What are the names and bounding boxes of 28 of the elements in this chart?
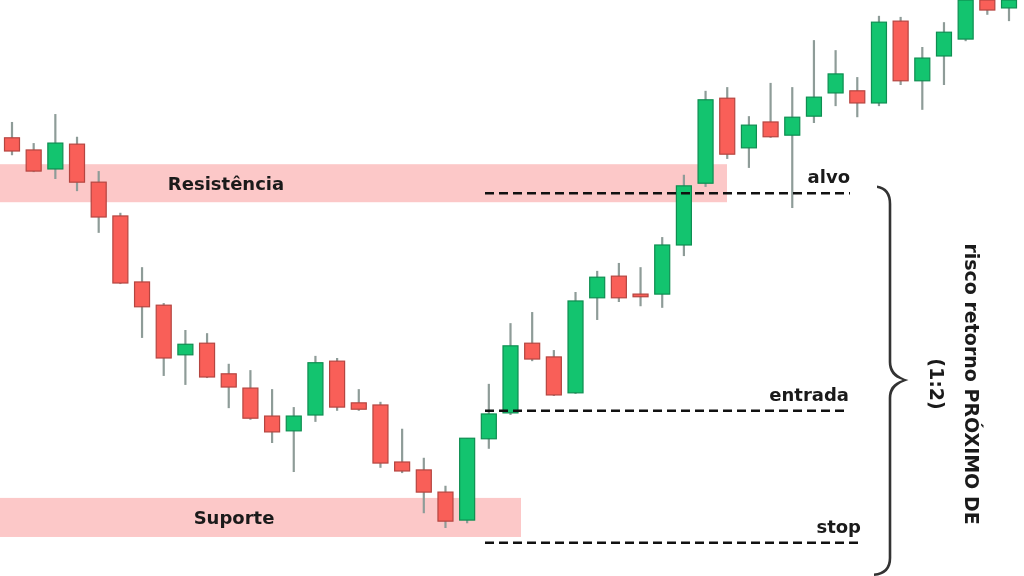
candlestick: [914, 45, 931, 111]
candlestick: [394, 427, 411, 475]
candlestick: [805, 39, 823, 125]
candlestick: [350, 388, 367, 412]
candlestick: [784, 86, 801, 210]
band-label: Suporte: [193, 506, 275, 528]
ref-line-label: alvo: [807, 166, 850, 188]
candlestick: [740, 115, 758, 169]
annotation: risco retorno PRÓXIMO DE (1:2): [926, 243, 985, 525]
candlestick: [589, 269, 606, 322]
candlestick: [263, 388, 281, 445]
candlestick: [177, 328, 194, 387]
candlestick: [3, 120, 21, 157]
candlestick: [849, 75, 866, 119]
ref-line-label: stop: [816, 515, 862, 537]
candlestick: [632, 266, 649, 308]
candlestick: [610, 261, 627, 304]
candlestick: [285, 405, 302, 474]
band-label: Resistência: [167, 172, 285, 194]
candlestick: [524, 310, 541, 363]
candlestick: [25, 141, 42, 174]
candlestick: [1000, 0, 1018, 23]
candlestick: [935, 21, 953, 87]
ref-line-label: entrada: [769, 383, 849, 405]
candlestick: [415, 456, 432, 515]
candlestick: [762, 81, 779, 139]
candlestick: [220, 362, 237, 410]
candlestick: [827, 49, 844, 108]
